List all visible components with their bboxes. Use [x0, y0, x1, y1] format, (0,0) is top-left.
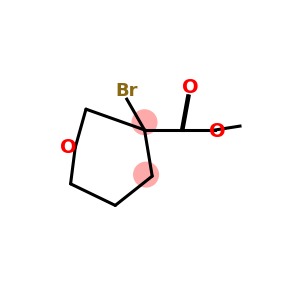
Circle shape	[132, 110, 157, 135]
Circle shape	[134, 162, 158, 187]
Text: O: O	[182, 78, 199, 97]
Text: Br: Br	[116, 82, 138, 100]
Text: O: O	[208, 122, 225, 141]
Text: O: O	[60, 138, 76, 157]
